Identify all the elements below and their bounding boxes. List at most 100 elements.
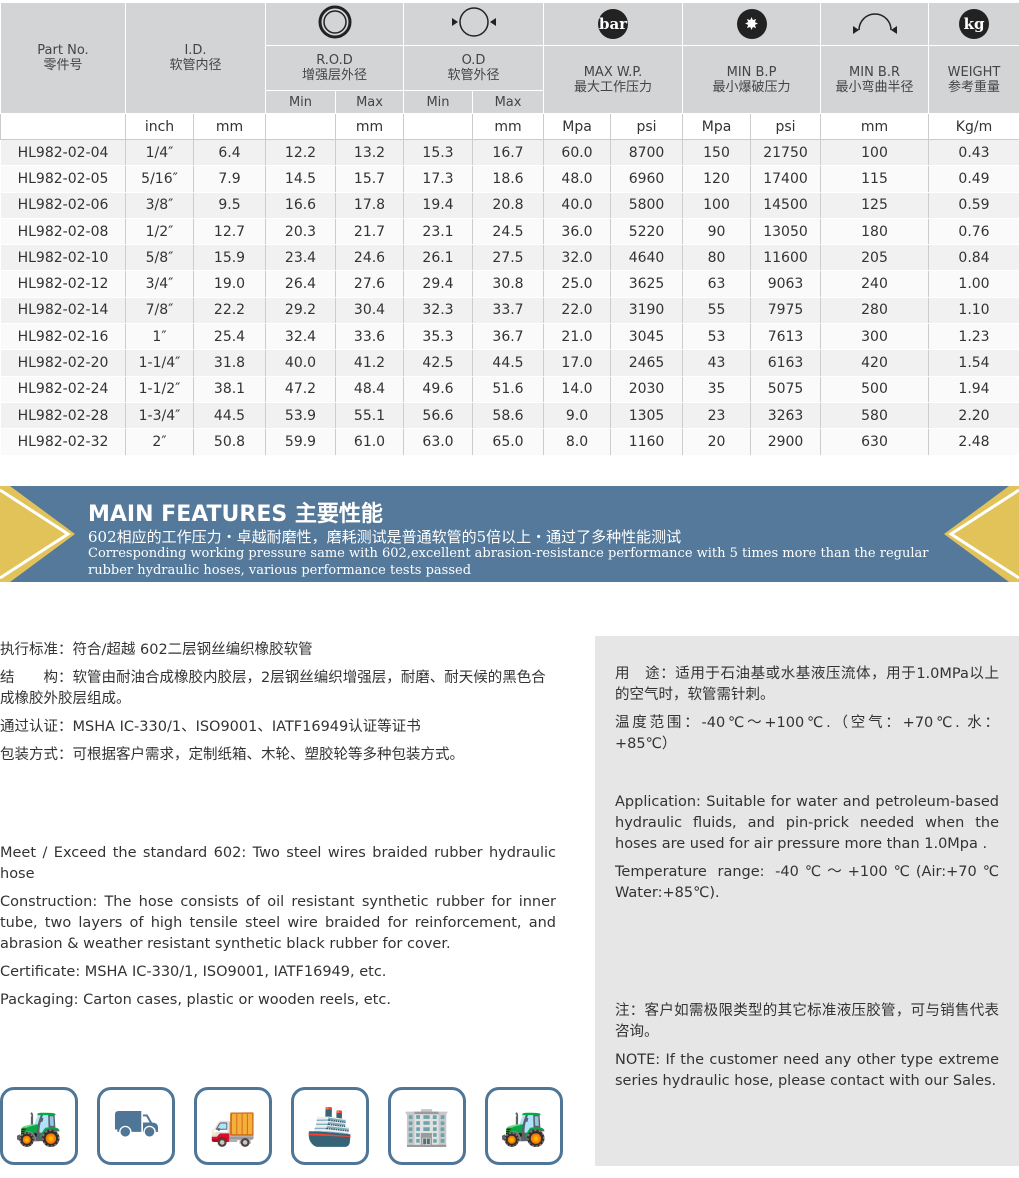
table-row: HL982-02-06 3/8″ 9.5 16.6 17.8 19.4 20.8 40.0 58… <box>0 191 1019 219</box>
table-row: HL982-02-05 5/16″ 7.9 14.5 15.7 17.3 18.6 48.0 6… <box>0 165 1019 193</box>
table-cell: 53.9 <box>265 401 337 430</box>
header-min: Min <box>403 90 474 114</box>
table-cell: 7975 <box>750 296 822 325</box>
table-cell: 21750 <box>750 138 822 167</box>
table-cell: 2″ <box>125 428 194 456</box>
cn-spec: 执行标准：符合/超越 602二层钢丝编织橡胶软管 <box>0 642 313 658</box>
table-cell: 32.0 <box>543 244 612 272</box>
table-cell: 19.4 <box>403 191 474 219</box>
left-specs: 执行标准：符合/超越 602二层钢丝编织橡胶软管 结 构：软管由耐油合成橡胶内胶… <box>0 640 556 1018</box>
table-cell: 55.1 <box>335 401 405 430</box>
table-cell: 14500 <box>750 191 822 219</box>
mining-truck-icon: 🚚 <box>194 1087 272 1165</box>
unit-cell <box>0 113 126 140</box>
table-cell: 61.0 <box>335 428 405 456</box>
table-cell: 24.6 <box>335 244 405 272</box>
table-cell: HL982-02-14 <box>0 296 126 325</box>
table-cell: 7/8″ <box>125 296 194 325</box>
table-cell: 23.1 <box>403 217 474 246</box>
table-cell: 0.43 <box>928 138 1019 167</box>
header-rod: R.O.D 增强层外径 <box>265 45 405 91</box>
table-cell: 9.5 <box>192 191 267 219</box>
table-cell: 580 <box>820 401 930 430</box>
unit-cell: inch <box>125 113 194 140</box>
table-cell: 4640 <box>610 244 684 272</box>
table-row: HL982-02-14 7/8″ 22.2 29.2 30.4 32.3 33.7 22.0 3… <box>0 296 1019 325</box>
table-cell: 29.4 <box>403 270 474 298</box>
unit-cell: mm <box>820 113 930 140</box>
table-cell: 33.6 <box>335 323 405 351</box>
table-cell: 22.2 <box>192 296 267 325</box>
building-icon: 🏢 <box>388 1087 466 1165</box>
table-cell: 1.94 <box>928 375 1019 403</box>
table-cell: 240 <box>820 270 930 298</box>
table-cell: 0.76 <box>928 217 1019 246</box>
table-cell: 0.49 <box>928 165 1019 193</box>
table-cell: 12.7 <box>192 217 267 246</box>
table-cell: HL982-02-12 <box>0 270 126 298</box>
table-cell: 36.0 <box>543 217 612 246</box>
table-cell: 27.5 <box>472 244 545 272</box>
table-cell: 38.1 <box>192 375 267 403</box>
table-cell: 5220 <box>610 217 684 246</box>
spec-table: Part No. 零件号 I.D. 软管内径 bar ✸ kg R.O.D 增强层外径… <box>0 2 1019 456</box>
table-cell: 5075 <box>750 375 822 403</box>
table-cell: 48.0 <box>543 165 612 193</box>
header-max: Max <box>335 90 405 114</box>
table-cell: 19.0 <box>192 270 267 298</box>
table-cell: 41.2 <box>335 349 405 377</box>
table-cell: 36.7 <box>472 323 545 351</box>
table-cell: 3/4″ <box>125 270 194 298</box>
table-cell: 26.1 <box>403 244 474 272</box>
table-cell: 5/16″ <box>125 165 194 193</box>
table-cell: 23.4 <box>265 244 337 272</box>
table-cell: 23 <box>682 401 752 430</box>
table-cell: 1.23 <box>928 323 1019 351</box>
table-cell: 3190 <box>610 296 684 325</box>
tractor-icon: 🚜 <box>485 1087 563 1165</box>
cn-temperature: 温度范围：-40℃～+100℃.（空气：+70℃. 水：+85℃） <box>615 715 999 752</box>
unit-cell: Mpa <box>682 113 752 140</box>
table-cell: 20 <box>682 428 752 456</box>
table-cell: HL982-02-32 <box>0 428 126 456</box>
header-od: O.D 软管外径 <box>403 45 545 91</box>
table-cell: 63.0 <box>403 428 474 456</box>
table-cell: 13.2 <box>335 138 405 167</box>
table-cell: 5/8″ <box>125 244 194 272</box>
unit-cell: psi <box>610 113 684 140</box>
table-cell: HL982-02-10 <box>0 244 126 272</box>
table-cell: 14.5 <box>265 165 337 193</box>
table-cell: 22.0 <box>543 296 612 325</box>
table-cell: 80 <box>682 244 752 272</box>
table-cell: 21.0 <box>543 323 612 351</box>
table-cell: 26.4 <box>265 270 337 298</box>
banner-cn: 602相应的工作压力・卓越耐磨性，磨耗测试是普通软管的5倍以上・通过了多种性能测… <box>88 528 682 546</box>
table-cell: 32.3 <box>403 296 474 325</box>
right-panel: 用 途：适用于石油基或水基液压流体，用于1.0MPa以上的空气时，软管需针刺。 … <box>595 636 1019 1166</box>
table-cell: HL982-02-16 <box>0 323 126 351</box>
table-cell: 12.2 <box>265 138 337 167</box>
table-cell: 3/8″ <box>125 191 194 219</box>
unit-cell: psi <box>750 113 822 140</box>
table-cell: 56.6 <box>403 401 474 430</box>
cn-spec: 通过认证：MSHA IC-330/1、ISO9001、IATF16949认证等证… <box>0 719 421 735</box>
table-cell: 3263 <box>750 401 822 430</box>
table-cell: HL982-02-08 <box>0 217 126 246</box>
table-cell: 48.4 <box>335 375 405 403</box>
table-cell: HL982-02-20 <box>0 349 126 377</box>
table-row: HL982-02-12 3/4″ 19.0 26.4 27.6 29.4 30.8 25.0 3… <box>0 270 1019 298</box>
units-row: inch mm mm mm Mpa psi Mpa psi mm Kg/m <box>0 113 1019 140</box>
table-cell: 17400 <box>750 165 822 193</box>
bend-radius-icon <box>820 2 930 46</box>
table-cell: 20.3 <box>265 217 337 246</box>
en-spec: Certificate: MSHA IC-330/1, ISO9001, IAT… <box>0 964 387 980</box>
table-cell: 51.6 <box>472 375 545 403</box>
table-cell: 33.7 <box>472 296 545 325</box>
table-cell: 35.3 <box>403 323 474 351</box>
excavator-icon: 🚜 <box>0 1087 78 1165</box>
table-cell: 280 <box>820 296 930 325</box>
table-cell: 49.6 <box>403 375 474 403</box>
header-id: I.D. 软管内径 <box>124 2 267 114</box>
table-cell: 42.5 <box>403 349 474 377</box>
table-cell: 15.9 <box>192 244 267 272</box>
